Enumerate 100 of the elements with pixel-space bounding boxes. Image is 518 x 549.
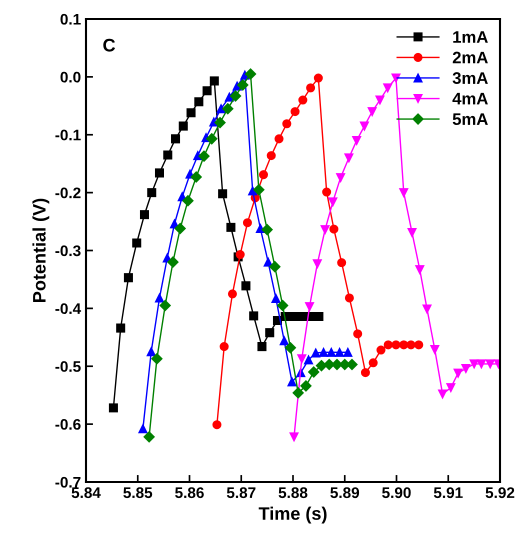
point [297,354,306,364]
point [274,134,284,144]
point [300,380,312,392]
point [292,387,304,398]
point [190,171,202,183]
legend-label: 1mA [453,31,488,43]
y-tick-label: -0.7 [55,476,80,488]
point [198,150,210,162]
point [415,265,424,274]
point [305,302,314,312]
point [344,293,354,302]
point [249,311,258,320]
point [146,347,156,356]
point [280,336,289,346]
x-tick-label: 5.84 [72,487,101,498]
point [237,79,248,91]
point [376,346,386,355]
point [140,210,149,220]
point [212,420,222,430]
point [144,431,155,442]
point [486,359,495,368]
point [320,225,330,234]
y-tick-label: -0.2 [55,187,81,198]
point [262,224,273,236]
point [368,107,377,116]
y-tick-label: -0.5 [55,361,81,372]
point [336,173,346,182]
point [391,340,400,350]
point [311,348,320,358]
point [476,359,486,368]
point [322,188,332,197]
point [384,340,393,350]
point [344,153,354,162]
point [383,83,392,92]
x-tick-label: 5.86 [175,487,204,498]
x-tick-label: 5.90 [382,487,411,498]
point [337,258,346,268]
point [306,83,316,92]
point [154,168,164,178]
point [308,366,320,378]
point [257,342,266,352]
x-tick-label: 5.91 [434,487,463,498]
point [171,134,180,144]
point [408,228,417,238]
point [147,188,156,198]
point [160,300,171,312]
y-tick-label: -0.6 [55,418,81,430]
point [391,74,400,83]
point [214,116,226,128]
y-tick-label: -0.1 [55,130,81,140]
point [264,258,273,267]
point [132,238,142,248]
point [328,197,338,206]
point [399,340,408,350]
point [277,300,288,312]
legend-label: 5mA [452,113,488,126]
point [266,151,276,160]
point [319,348,328,357]
point [216,104,226,114]
point [446,383,456,392]
point [241,281,250,290]
y-tick-label: -0.3 [55,245,81,256]
point [124,273,133,282]
point [222,103,234,114]
point [253,184,264,196]
point [258,170,268,180]
point [206,133,218,144]
point [352,136,362,146]
point [151,353,163,364]
point [178,122,188,131]
point [298,96,308,105]
point [399,188,408,198]
point [228,289,237,298]
point [138,424,148,434]
point [248,186,258,196]
y-tick-label: 0.1 [60,14,81,25]
point [269,261,280,272]
point [314,74,323,83]
x-tick-label: 5.87 [226,487,256,498]
x-tick-label: 5.85 [123,487,152,498]
point [304,355,314,364]
point [174,222,186,234]
point [438,390,448,399]
point [290,432,299,442]
point [271,294,280,304]
point [230,90,242,102]
point [353,329,362,338]
x-tick-label: 5.88 [278,487,308,498]
point [414,340,424,350]
point [218,189,228,198]
point [360,368,370,378]
y-axis-title: Potential (V) [32,198,50,302]
x-axis-title: Time (s) [258,506,327,524]
point [154,293,164,302]
point [368,358,378,368]
legend-label: 3mA [452,72,488,84]
point [422,304,432,314]
point [226,222,236,232]
point [312,259,322,268]
point [194,97,204,106]
